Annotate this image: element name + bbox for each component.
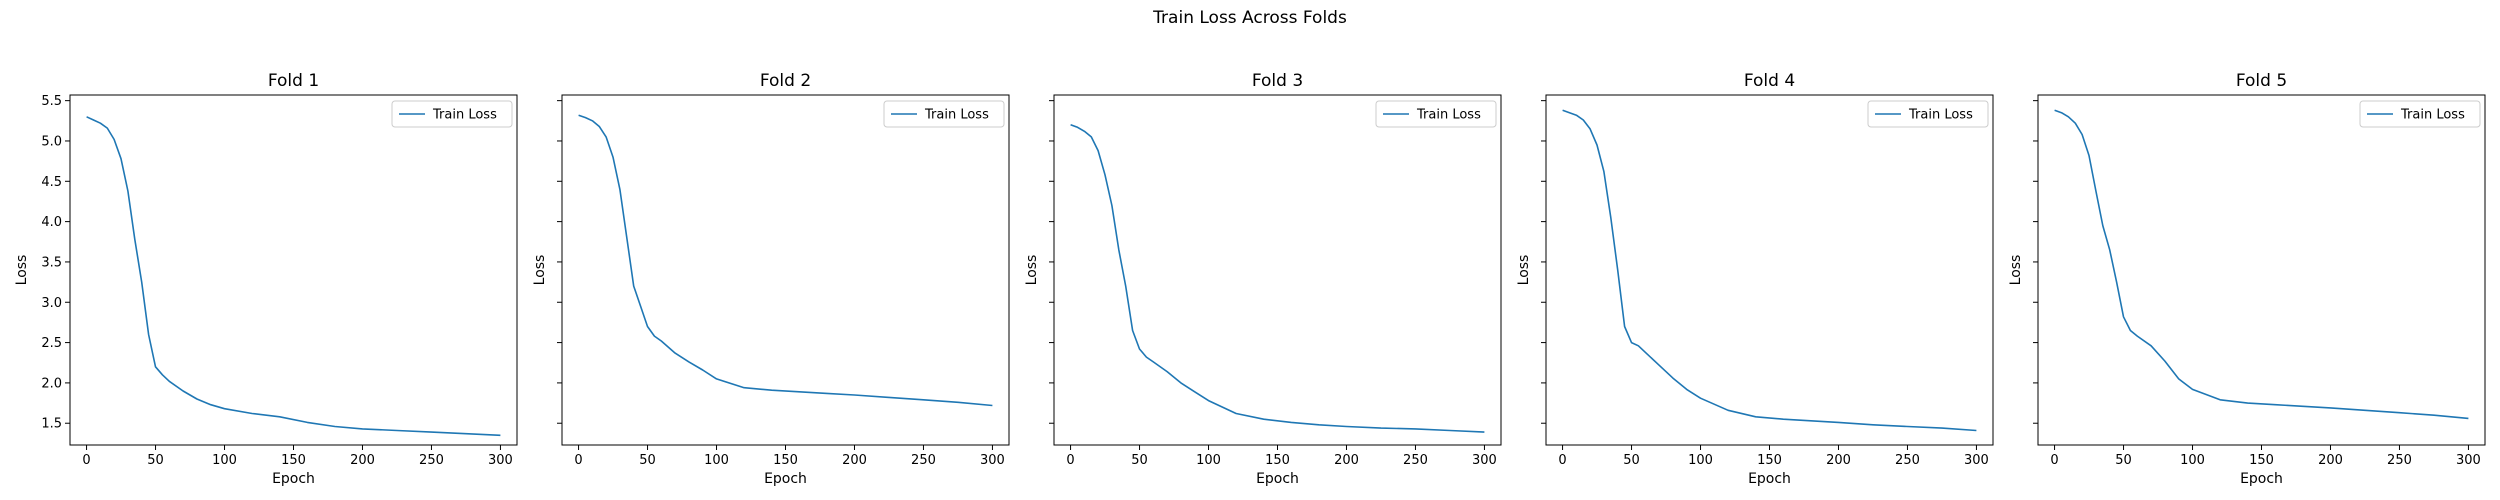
train-loss-line [86,116,501,437]
y-tick-label: 3.5 [41,255,62,270]
y-tick-label: 1.5 [41,417,62,432]
legend: Train Loss [1867,100,1989,128]
x-axis-label: Epoch [2240,471,2283,487]
x-tick-label: 0 [1066,453,1074,468]
legend-label: Train Loss [924,108,989,123]
x-tick-label: 250 [2387,453,2412,468]
y-tick-label: 5.5 [41,94,62,109]
x-tick-label: 100 [1196,453,1221,468]
train-loss-line [1562,109,1977,432]
y-axis-label: Loss [532,255,548,286]
axes-frame [561,94,1010,446]
x-tick-label: 0 [2050,453,2058,468]
x-tick-label: 0 [82,453,90,468]
x-tick-label: 150 [1265,453,1290,468]
legend-label: Train Loss [1416,108,1481,123]
axes-frame [69,94,518,446]
x-tick-label: 200 [350,453,375,468]
legend: Train Loss [883,100,1005,128]
legend-box [2359,100,2481,128]
axes-frame [1053,94,1502,446]
x-tick-label: 250 [1895,453,1920,468]
y-tick-label: 2.0 [41,376,62,391]
axes-frame [1545,94,1994,446]
x-tick-label: 200 [1334,453,1359,468]
legend-label: Train Loss [1908,108,1973,123]
legend: Train Loss [2359,100,2481,128]
x-axis-label: Epoch [1256,471,1299,487]
figure-suptitle: Train Loss Across Folds [1152,8,1347,28]
train-loss-line [1070,124,1485,433]
legend-label: Train Loss [432,108,497,123]
x-tick-label: 50 [639,453,656,468]
subplot-title: Fold 5 [2236,71,2287,91]
x-axis-label: Epoch [764,471,807,487]
legend-box [1867,100,1989,128]
x-tick-label: 200 [842,453,867,468]
subplot-fold-3: Fold 3 0 50 100 150 200 250 300 Epoch Loss Train L… [1024,71,1502,487]
x-tick-label: 150 [773,453,798,468]
axes-frame [2037,94,2486,446]
x-tick-label: 100 [212,453,237,468]
x-tick-label: 200 [1826,453,1851,468]
x-tick-label: 100 [704,453,729,468]
x-tick-label: 50 [1623,453,1640,468]
train-loss-line [2054,109,2469,420]
subplot-panels: Fold 1 0 50 100 150 200 250 300 1.5 2.0 2.5 3.0 3.5 4… [14,71,2486,487]
x-tick-label: 250 [911,453,936,468]
x-tick-label: 50 [147,453,164,468]
legend: Train Loss [391,100,513,128]
legend-box [391,100,513,128]
x-tick-label: 0 [574,453,582,468]
x-tick-label: 100 [1688,453,1713,468]
subplot-fold-5: Fold 5 0 50 100 150 200 250 300 Epoch Loss Train L… [2008,71,2486,487]
x-tick-label: 300 [2456,453,2481,468]
legend-box [883,100,1005,128]
x-tick-label: 200 [2318,453,2343,468]
x-tick-label: 150 [281,453,306,468]
x-tick-label: 300 [980,453,1005,468]
y-tick-label: 5.0 [41,134,62,149]
subplot-title: Fold 2 [760,71,811,91]
x-tick-label: 250 [419,453,444,468]
x-tick-label: 0 [1558,453,1566,468]
x-tick-label: 300 [1472,453,1497,468]
y-tick-label: 4.5 [41,175,62,190]
subplot-fold-1: Fold 1 0 50 100 150 200 250 300 1.5 2.0 2.5 3.0 3.5 4… [14,71,518,487]
y-tick-label: 2.5 [41,336,62,351]
y-tick-label: 3.0 [41,296,62,311]
subplot-title: Fold 3 [1252,71,1303,91]
legend-label: Train Loss [2400,108,2465,123]
x-axis-label: Epoch [1748,471,1791,487]
x-tick-label: 300 [488,453,513,468]
train-loss-line [578,114,993,407]
x-tick-label: 100 [2180,453,2205,468]
subplot-title: Fold 4 [1744,71,1795,91]
x-tick-label: 50 [1131,453,1148,468]
legend-box [1375,100,1497,128]
x-axis-label: Epoch [272,471,315,487]
x-tick-label: 150 [2249,453,2274,468]
x-tick-label: 300 [1964,453,1989,468]
y-axis-label: Loss [2008,255,2024,286]
y-axis-label: Loss [14,255,30,286]
y-tick-label: 4.0 [41,215,62,230]
x-tick-label: 150 [1757,453,1782,468]
subplot-title: Fold 1 [268,71,319,91]
x-tick-label: 250 [1403,453,1428,468]
y-axis-label: Loss [1024,255,1040,286]
subplot-fold-4: Fold 4 0 50 100 150 200 250 300 Epoch Loss Train L… [1516,71,1994,487]
x-tick-label: 50 [2115,453,2132,468]
legend: Train Loss [1375,100,1497,128]
subplot-fold-2: Fold 2 0 50 100 150 200 250 300 Epoch Loss Train L… [532,71,1010,487]
y-axis-label: Loss [1516,255,1532,286]
